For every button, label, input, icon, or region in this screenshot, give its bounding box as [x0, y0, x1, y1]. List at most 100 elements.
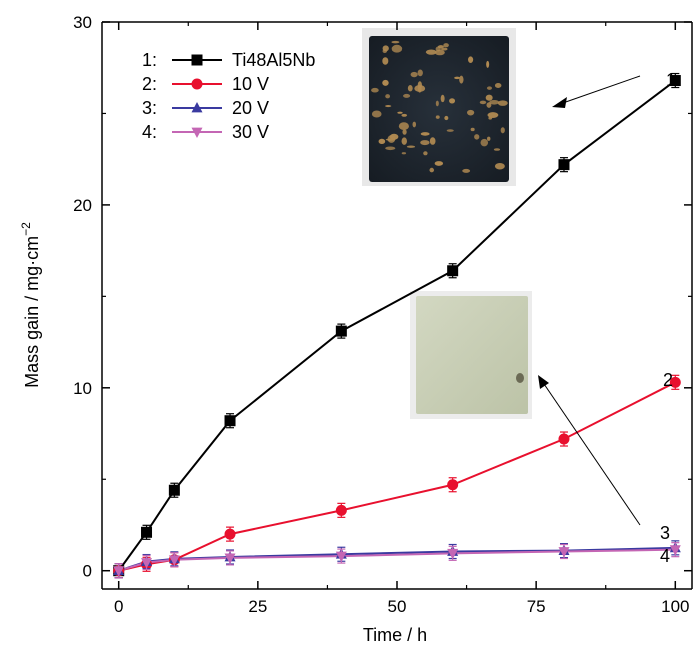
- oxide-spot: [440, 47, 448, 51]
- data-point-series-2: [447, 479, 459, 491]
- oxide-spot: [391, 44, 403, 53]
- callout-label-4: 4: [660, 546, 670, 566]
- x-axis-title: Time / h: [363, 625, 427, 645]
- oxide-spots: [371, 40, 508, 173]
- oxide-spot: [403, 93, 411, 98]
- oxide-spot: [401, 113, 408, 117]
- data-point-series-1: [558, 159, 570, 171]
- oxide-spot: [485, 94, 493, 101]
- data-point-series-1: [335, 325, 347, 337]
- oxide-spot: [407, 85, 413, 92]
- oxide-spot: [423, 151, 428, 156]
- y-tick-label: 30: [73, 13, 92, 32]
- oxide-spot: [487, 112, 499, 118]
- data-point-series-4: [141, 558, 153, 569]
- oxide-spot: [435, 100, 439, 107]
- oxide-spot: [385, 105, 392, 108]
- oxide-spot: [382, 57, 389, 65]
- data-point-series-4: [558, 547, 570, 558]
- y-tick-label: 0: [83, 562, 92, 581]
- dark-sample-photo-inset: [362, 28, 516, 186]
- oxide-spot: [385, 146, 396, 151]
- light-sample-photo-inset: [410, 291, 532, 419]
- series-markers: [113, 72, 681, 579]
- arrowhead-1: [552, 97, 567, 108]
- x-tick-label: 100: [661, 597, 689, 616]
- x-tick-label: 50: [388, 597, 407, 616]
- oxide-spot: [468, 56, 474, 63]
- oxide-spot: [391, 40, 400, 44]
- data-point-series-1: [669, 75, 681, 87]
- oxide-spot: [387, 135, 396, 143]
- oxide-spot: [417, 69, 423, 77]
- oxide-spot: [440, 94, 445, 103]
- x-tick-label: 25: [248, 597, 267, 616]
- oxide-spot: [446, 129, 454, 132]
- legend-index: 1:: [142, 50, 157, 70]
- arrow-1: [559, 75, 641, 105]
- y-axis-title: Mass gain / mg·cm−2: [19, 222, 42, 388]
- oxide-spot: [378, 138, 386, 145]
- oxide-spot: [444, 115, 449, 121]
- oxide-spot: [406, 145, 416, 148]
- oxide-spot: [437, 45, 444, 49]
- legend-marker: [191, 54, 203, 66]
- oxide-spot: [480, 138, 489, 147]
- data-point-series-2: [335, 504, 347, 516]
- y-axis-title-superscript: −2: [19, 222, 33, 236]
- data-point-series-1: [168, 484, 180, 496]
- oxide-spot: [385, 94, 391, 99]
- y-axis-title-main: Mass gain / mg·cm: [22, 236, 42, 388]
- oxide-spot: [454, 76, 461, 80]
- oxide-spot: [494, 83, 502, 89]
- legend-marker: [191, 78, 203, 90]
- data-point-series-4: [335, 551, 347, 563]
- oxide-spot: [420, 140, 430, 146]
- oxide-spot: [429, 167, 435, 173]
- oxide-spot: [402, 129, 407, 135]
- oxide-spot: [486, 102, 492, 108]
- data-point-series-4: [168, 555, 180, 566]
- oxide-spot: [443, 43, 449, 48]
- legend-index: 2:: [142, 74, 157, 94]
- data-point-series-4: [669, 545, 681, 556]
- callout-label-1: 1: [666, 70, 676, 90]
- legend: 1: Ti48Al5Nb 2: 10 V 3: 20 V 4: 30 V: [142, 50, 315, 142]
- data-point-series-2: [669, 376, 681, 388]
- oxide-spot: [401, 137, 407, 145]
- series-line-2: [118, 381, 676, 572]
- oxide-spot: [382, 49, 388, 54]
- oxide-spot: [420, 132, 430, 136]
- x-tick-label: 75: [527, 597, 546, 616]
- oxide-spot: [474, 134, 480, 140]
- data-point-series-2: [558, 433, 570, 445]
- legend-marker: [191, 127, 203, 139]
- oxide-spot: [414, 85, 426, 92]
- callout-label-2: 2: [663, 370, 673, 390]
- data-point-series-4: [447, 548, 459, 560]
- oxide-spot: [470, 127, 475, 132]
- oxide-spot: [401, 152, 407, 155]
- oxide-spot: [467, 109, 475, 116]
- oxide-spot: [397, 111, 403, 114]
- legend-index: 4:: [142, 122, 157, 142]
- oxide-spot: [449, 98, 456, 104]
- oxide-spot: [489, 99, 500, 105]
- y-tick-label: 10: [73, 379, 92, 398]
- oxide-spot: [486, 60, 490, 68]
- stain-mark: [516, 373, 524, 383]
- data-point-series-1: [224, 415, 236, 427]
- oxide-spot: [487, 136, 491, 141]
- legend-label: 20 V: [232, 98, 269, 118]
- oxide-spot: [435, 115, 440, 119]
- oxide-spot: [434, 161, 444, 166]
- x-tick-label: 0: [114, 597, 123, 616]
- legend-label: 30 V: [232, 122, 269, 142]
- oxide-spot: [371, 110, 382, 118]
- oxide-spot: [493, 148, 501, 151]
- legend-label: 10 V: [232, 74, 269, 94]
- oxide-spot: [494, 162, 505, 170]
- oxide-spot: [425, 49, 437, 55]
- legend-marker: [191, 101, 203, 113]
